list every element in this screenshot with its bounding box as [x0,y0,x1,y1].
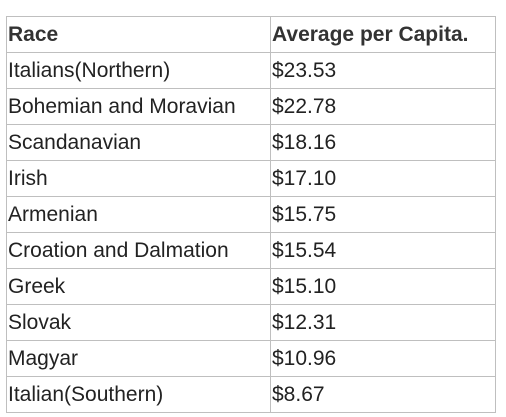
table-row: Slovak $12.31 [6,304,496,341]
cell-average: $22.78 [270,88,496,125]
cell-average: $12.31 [270,304,496,341]
per-capita-table: Race Average per Capita. Italians(Northe… [6,16,496,413]
table-header-row: Race Average per Capita. [6,16,496,53]
cell-average: $17.10 [270,160,496,197]
cell-race: Croation and Dalmation [6,232,271,269]
cell-average: $10.96 [270,340,496,377]
cell-average: $23.53 [270,52,496,89]
cell-average: $15.10 [270,268,496,305]
data-table-container: Race Average per Capita. Italians(Northe… [6,16,496,413]
table-row: Scandanavian $18.16 [6,124,496,161]
cell-race: Bohemian and Moravian [6,88,271,125]
header-average: Average per Capita. [270,16,496,53]
table-row: Irish $17.10 [6,160,496,197]
table-row: Magyar $10.96 [6,340,496,377]
cell-race: Greek [6,268,271,305]
table-row: Italian(Southern) $8.67 [6,376,496,413]
cell-average: $15.75 [270,196,496,233]
table-row: Croation and Dalmation $15.54 [6,232,496,269]
cell-average: $15.54 [270,232,496,269]
cell-average: $18.16 [270,124,496,161]
cell-race: Armenian [6,196,271,233]
cell-race: Irish [6,160,271,197]
table-row: Armenian $15.75 [6,196,496,233]
cell-race: Magyar [6,340,271,377]
cell-race: Italians(Northern) [6,52,271,89]
cell-race: Scandanavian [6,124,271,161]
table-row: Italians(Northern) $23.53 [6,52,496,89]
table-row: Greek $15.10 [6,268,496,305]
cell-race: Italian(Southern) [6,376,271,413]
table-row: Bohemian and Moravian $22.78 [6,88,496,125]
cell-average: $8.67 [270,376,496,413]
cell-race: Slovak [6,304,271,341]
header-race: Race [6,16,271,53]
